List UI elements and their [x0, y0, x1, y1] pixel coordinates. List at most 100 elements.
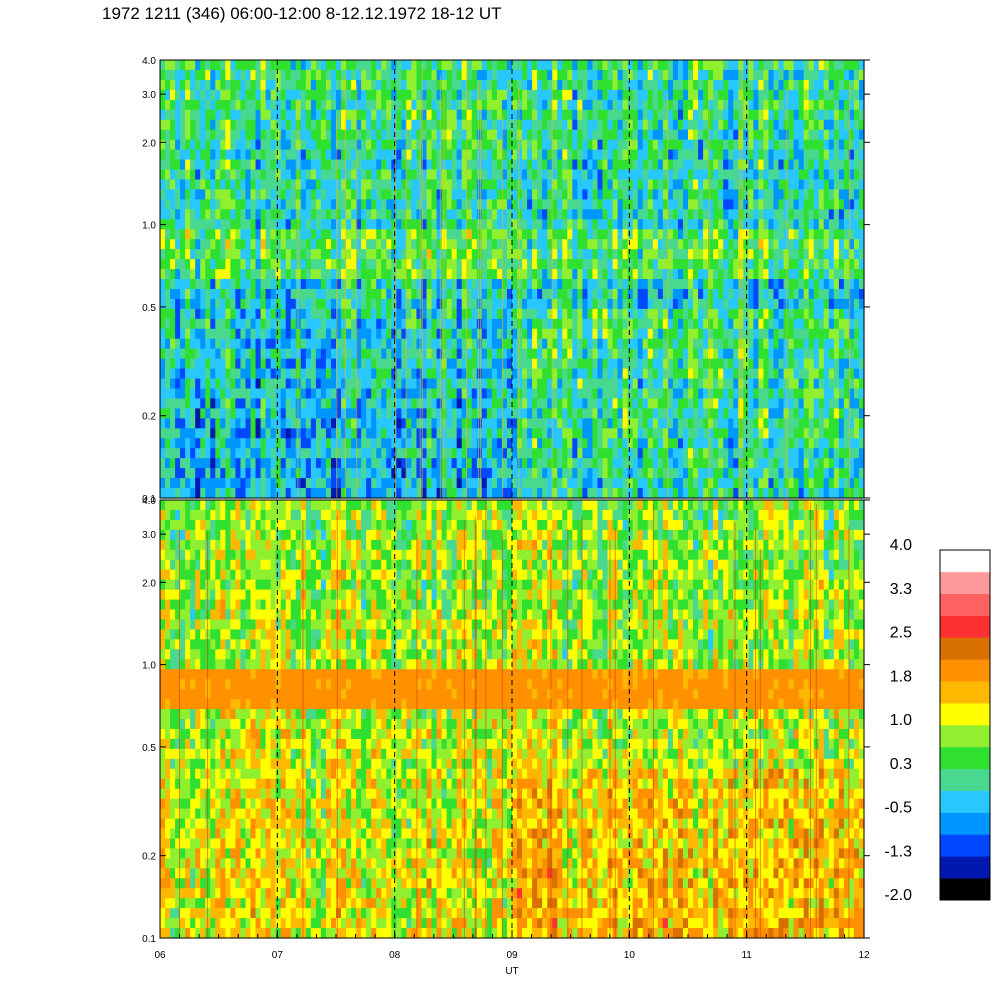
heatmap-cell	[416, 89, 423, 101]
heatmap-cell	[627, 368, 634, 380]
heatmap-cell	[577, 328, 583, 340]
heatmap-cell	[300, 249, 307, 260]
heatmap-cell	[567, 259, 573, 270]
heatmap-cell	[195, 239, 201, 250]
heatmap-cell	[210, 358, 216, 370]
heatmap-cell	[476, 318, 483, 330]
heatmap-cell	[341, 79, 347, 91]
heatmap-cell	[391, 298, 397, 310]
heatmap-cell	[376, 279, 382, 290]
heatmap-cell	[557, 69, 563, 81]
heatmap-cell	[195, 169, 201, 181]
heatmap-cell	[672, 229, 679, 240]
heatmap-cell	[255, 149, 262, 161]
heatmap-cell	[376, 428, 382, 439]
heatmap-cell	[200, 478, 206, 489]
heatmap-cell	[652, 468, 659, 479]
heatmap-cell	[230, 69, 237, 81]
heatmap-cell	[612, 458, 619, 469]
heatmap-cell	[210, 219, 216, 230]
heatmap-cell	[471, 298, 478, 310]
heatmap-cell	[356, 288, 362, 300]
heatmap-cell	[285, 488, 292, 499]
heatmap-cell	[446, 348, 453, 360]
heatmap-cell	[165, 209, 171, 220]
heatmap-cell	[557, 149, 563, 161]
heatmap-cell	[496, 209, 503, 220]
heatmap-cell	[486, 269, 493, 280]
heatmap-cell	[642, 488, 649, 499]
heatmap-cell	[346, 298, 352, 310]
heatmap-cell	[180, 448, 186, 459]
heatmap-cell	[562, 279, 568, 290]
heatmap-cell	[376, 239, 382, 250]
heatmap-cell	[265, 179, 272, 190]
heatmap-cell	[336, 169, 342, 181]
heatmap-cell	[627, 149, 634, 161]
heatmap-cell	[305, 488, 312, 499]
heatmap-cell	[582, 119, 589, 131]
heatmap-cell	[235, 348, 242, 360]
heatmap-cell	[200, 408, 206, 419]
heatmap-cell	[512, 358, 518, 370]
heatmap-cell	[456, 169, 463, 181]
heatmap-cell	[386, 259, 392, 270]
heatmap-cell	[587, 219, 594, 230]
heatmap-cell	[315, 129, 322, 141]
heatmap-cell	[255, 79, 262, 91]
heatmap-cell	[451, 149, 458, 161]
heatmap-cell	[662, 159, 669, 171]
heatmap-cell	[718, 338, 724, 350]
heatmap-cell	[160, 259, 166, 270]
heatmap-cell	[552, 318, 558, 330]
heatmap-cell	[330, 368, 337, 380]
heatmap-cell	[185, 89, 191, 101]
heatmap-cell	[698, 418, 704, 429]
heatmap-cell	[185, 408, 191, 419]
heatmap-cell	[622, 99, 629, 111]
heatmap-cell	[245, 338, 252, 350]
heatmap-cell	[451, 468, 458, 479]
heatmap-cell	[512, 288, 518, 300]
heatmap-cell	[330, 249, 337, 260]
heatmap-cell	[577, 89, 583, 101]
heatmap-cell	[411, 398, 418, 409]
heatmap-cell	[426, 388, 433, 400]
heatmap-cell	[160, 129, 166, 141]
heatmap-cell	[582, 109, 589, 121]
heatmap-cell	[647, 179, 654, 190]
heatmap-cell	[245, 109, 252, 121]
heatmap-cell	[275, 338, 282, 350]
heatmap-cell	[642, 288, 649, 300]
heatmap-cell	[366, 328, 372, 340]
heatmap-cell	[672, 109, 679, 121]
heatmap-cell	[396, 79, 402, 91]
heatmap-cell	[501, 99, 508, 111]
heatmap-cell	[667, 189, 674, 200]
heatmap-cell	[270, 348, 277, 360]
heatmap-cell	[677, 348, 684, 360]
heatmap-cell	[688, 209, 694, 220]
heatmap-cell	[527, 109, 533, 121]
heatmap-cell	[411, 298, 418, 310]
heatmap-cell	[527, 79, 533, 91]
heatmap-cell	[662, 388, 669, 400]
heatmap-cell	[667, 368, 674, 380]
heatmap-cell	[305, 388, 312, 400]
heatmap-cell	[632, 239, 639, 250]
heatmap-cell	[456, 279, 463, 290]
heatmap-cell	[411, 368, 418, 380]
heatmap-cell	[396, 209, 402, 220]
heatmap-cell	[572, 139, 578, 151]
heatmap-cell	[305, 259, 312, 270]
heatmap-cell	[371, 328, 377, 340]
heatmap-cell	[466, 318, 473, 330]
heatmap-cell	[496, 298, 503, 310]
heatmap-cell	[517, 60, 523, 71]
heatmap-cell	[190, 368, 196, 380]
heatmap-cell	[300, 159, 307, 171]
heatmap-cell	[517, 119, 523, 131]
heatmap-cell	[501, 269, 508, 280]
heatmap-cell	[627, 288, 634, 300]
heatmap-cell	[421, 408, 428, 419]
